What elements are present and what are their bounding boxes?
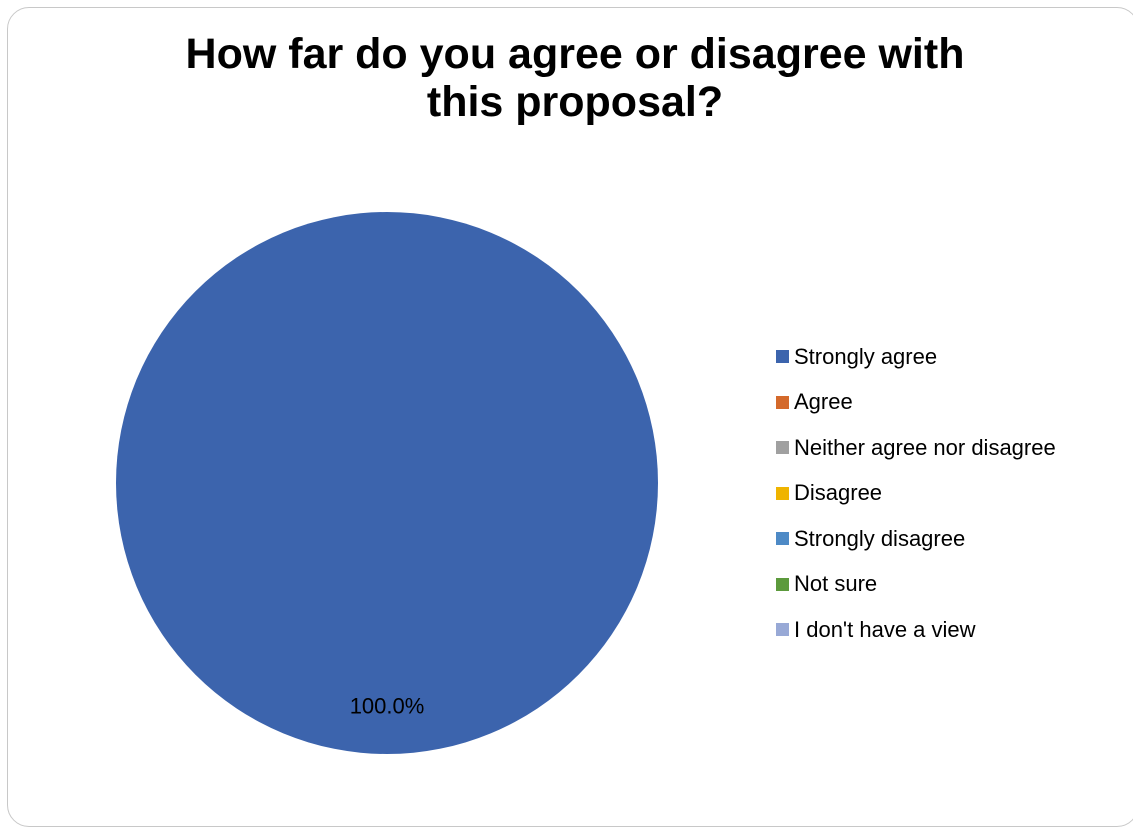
legend-item-strongly-agree: Strongly agree [776,334,1056,380]
legend-swatch [776,623,789,637]
legend-label: Not sure [794,571,878,597]
legend-label: Strongly agree [794,343,938,369]
legend-item-strongly-disagree: Strongly disagree [776,516,1056,562]
legend-swatch [776,577,789,591]
chart-title: How far do you agree or disagree with th… [0,30,1133,126]
legend-item-agree: Agree [776,380,1056,426]
chart-title-line-1: How far do you agree or disagree with [185,30,965,78]
legend-swatch [776,441,789,455]
legend-item-disagree: Disagree [776,471,1056,517]
data-label-strongly-agree: 100.0% [350,694,425,719]
legend-item-neither-agree-nor-disagree: Neither agree nor disagree [776,425,1056,471]
legend-label: Strongly disagree [794,525,966,551]
legend-swatch [776,532,789,546]
legend-item-i-don-t-have-a-view: I don't have a view [776,607,1056,653]
legend-label: Disagree [794,480,883,506]
legend-swatch [776,486,789,500]
legend-item-not-sure: Not sure [776,562,1056,608]
legend: Strongly agree Agree Neither agree nor dis… [776,334,1056,653]
legend-label: I don't have a view [794,616,976,642]
legend-swatch [776,395,789,409]
legend-label: Neither agree nor disagree [794,434,1056,460]
chart-title-line-2: this proposal? [426,78,724,126]
legend-swatch [776,350,789,364]
pie-slice-strongly-agree [116,212,658,754]
legend-label: Agree [794,389,853,415]
